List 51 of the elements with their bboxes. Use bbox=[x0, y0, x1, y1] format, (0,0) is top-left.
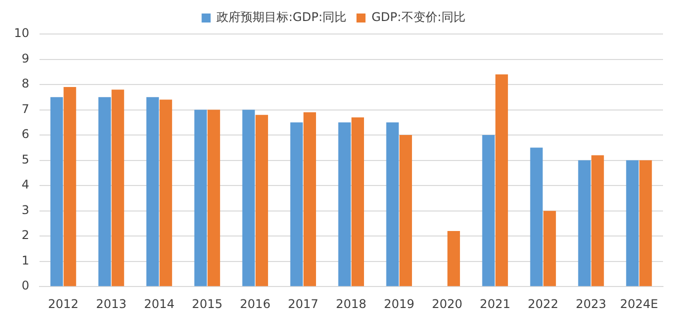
x-tick-label: 2018 bbox=[336, 296, 366, 311]
x-tick-label: 2013 bbox=[96, 296, 127, 311]
bar bbox=[482, 135, 495, 286]
bar bbox=[208, 110, 220, 286]
bar bbox=[639, 160, 652, 286]
bar bbox=[338, 122, 351, 286]
x-tick-label: 2012 bbox=[48, 296, 79, 311]
legend-label: 政府预期目标:GDP:同比 bbox=[216, 10, 347, 24]
bar bbox=[242, 110, 255, 286]
x-tick-label: 2021 bbox=[480, 296, 510, 311]
y-tick-label: 2 bbox=[22, 228, 30, 242]
bar bbox=[112, 90, 124, 286]
bar bbox=[386, 122, 399, 286]
x-tick-label: 2020 bbox=[432, 296, 462, 311]
bar bbox=[530, 148, 543, 286]
legend-label: GDP:不变价:同比 bbox=[372, 10, 466, 24]
bar bbox=[351, 117, 364, 286]
bar bbox=[591, 155, 604, 286]
bar bbox=[160, 100, 172, 286]
y-tick-label: 10 bbox=[14, 26, 30, 40]
y-tick-label: 9 bbox=[22, 51, 30, 66]
bar bbox=[50, 97, 63, 286]
y-tick-label: 7 bbox=[22, 102, 30, 116]
y-tick-label: 3 bbox=[22, 202, 30, 217]
x-tick-label: 2015 bbox=[192, 296, 222, 311]
x-tick-label: 2014 bbox=[144, 296, 174, 311]
bar bbox=[194, 110, 207, 286]
y-tick-label: 5 bbox=[22, 152, 30, 166]
bar bbox=[256, 114, 268, 286]
y-tick-label: 1 bbox=[22, 253, 30, 268]
bar bbox=[399, 135, 412, 286]
y-tick-label: 6 bbox=[22, 127, 30, 142]
y-tick-label: 4 bbox=[22, 178, 30, 192]
x-tick-label: 2016 bbox=[240, 296, 270, 311]
bar bbox=[495, 74, 508, 286]
y-tick-label: 0 bbox=[22, 278, 30, 293]
bar bbox=[543, 210, 556, 286]
bar bbox=[290, 122, 303, 286]
x-tick-label: 2022 bbox=[528, 296, 558, 311]
x-tick-label: 2023 bbox=[576, 296, 606, 311]
bar bbox=[626, 160, 639, 286]
x-tick-label: 2024E bbox=[620, 296, 658, 311]
bar bbox=[578, 160, 591, 286]
bar bbox=[303, 112, 316, 286]
bar bbox=[98, 97, 111, 286]
y-tick-label: 8 bbox=[22, 76, 30, 91]
x-tick-label: 2017 bbox=[288, 296, 318, 311]
x-tick-label: 2019 bbox=[384, 296, 414, 311]
bar bbox=[64, 87, 76, 286]
bar bbox=[146, 97, 159, 286]
bar bbox=[447, 231, 460, 286]
